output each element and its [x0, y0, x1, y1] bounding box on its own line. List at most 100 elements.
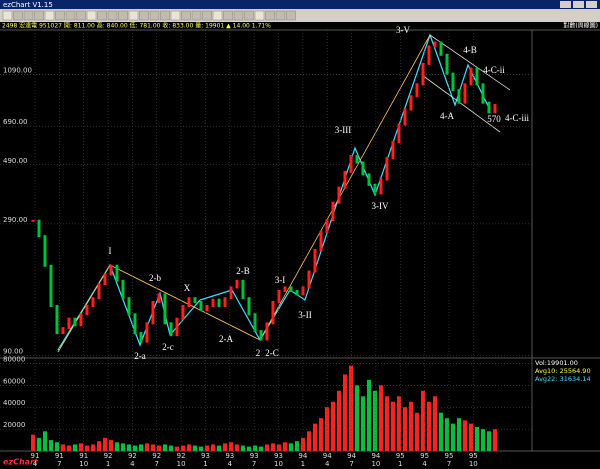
candle: [121, 279, 125, 300]
title-bar: [0, 0, 600, 9]
toolbar-button[interactable]: [86, 10, 97, 21]
y-tick-label: 290.00: [3, 216, 28, 224]
volume-bar: [307, 431, 311, 451]
wave-label: 3-I: [275, 275, 286, 285]
toolbar-button[interactable]: [2, 10, 13, 21]
toolbar-button[interactable]: [233, 10, 244, 21]
volume-bar: [379, 385, 383, 451]
x-tick-year: 94: [371, 452, 380, 460]
volume-bar: [85, 445, 89, 451]
volume-bar: [181, 445, 185, 451]
x-tick-month: 1: [398, 460, 402, 468]
toolbar-button[interactable]: [55, 10, 65, 21]
toolbar-button[interactable]: [223, 10, 233, 21]
volume-bar: [163, 444, 167, 451]
candle: [55, 304, 59, 335]
toolbar-button[interactable]: [65, 10, 76, 21]
volume-legend: Avg10: 25564.90: [535, 367, 591, 375]
toolbar-button[interactable]: [244, 10, 254, 21]
toolbar-button[interactable]: [275, 10, 286, 21]
x-tick-year: 93: [225, 452, 234, 460]
candle: [79, 313, 83, 327]
toolbar-button[interactable]: [254, 10, 265, 21]
volume-bar: [91, 444, 95, 451]
candle: [169, 322, 173, 337]
volume-bar: [37, 437, 41, 451]
toolbar-button[interactable]: [139, 10, 149, 21]
volume-bar: [349, 365, 353, 451]
candle: [295, 289, 299, 296]
toolbar-button[interactable]: [170, 10, 181, 21]
toolbar-button[interactable]: [23, 10, 34, 21]
candle: [31, 219, 35, 222]
toolbar-button[interactable]: [76, 10, 86, 21]
volume-legend: Avg22: 31634.14: [535, 375, 591, 383]
volume-bar: [469, 423, 473, 451]
minimize-button[interactable]: [560, 1, 571, 8]
toolbar-button[interactable]: [286, 10, 296, 21]
toolbar-button[interactable]: [107, 10, 118, 21]
wave-label: 4-C-iii: [505, 113, 529, 123]
toolbar-button[interactable]: [34, 10, 44, 21]
volume-bar: [457, 418, 461, 451]
toolbar-button[interactable]: [128, 10, 139, 21]
wave-label: 3-II: [298, 310, 312, 320]
x-tick-month: 4: [130, 460, 135, 468]
toolbar-button[interactable]: [191, 10, 202, 21]
candle: [133, 313, 137, 335]
x-tick-year: 91: [79, 452, 88, 460]
volume-bar: [451, 423, 455, 451]
toolbar-button[interactable]: [118, 10, 128, 21]
candle: [343, 170, 347, 189]
x-tick-year: 95: [420, 452, 429, 460]
toolbar-button[interactable]: [265, 10, 275, 21]
volume-bar: [367, 379, 371, 451]
wave-label: I: [109, 246, 112, 256]
candle: [379, 178, 383, 195]
y-tick-label: 20000: [3, 421, 25, 429]
volume-bar: [43, 431, 47, 451]
volume-bar: [49, 440, 53, 451]
volume-bar: [193, 445, 197, 451]
x-tick-year: 95: [396, 452, 405, 460]
volume-bar: [139, 444, 143, 451]
candle: [91, 297, 95, 307]
candle: [61, 327, 65, 335]
toolbar-button[interactable]: [160, 10, 170, 21]
volume-bar: [235, 444, 239, 451]
volume-bar: [151, 444, 155, 451]
candle: [307, 270, 311, 289]
candle: [181, 304, 185, 320]
volume-bar: [61, 444, 65, 451]
candle: [253, 313, 257, 333]
info-right: 對數(周線圖): [563, 22, 598, 30]
maximize-button[interactable]: [573, 1, 584, 8]
toolbar-button[interactable]: [202, 10, 212, 21]
candle: [469, 67, 473, 86]
volume-bar: [73, 444, 77, 451]
candle: [139, 332, 143, 343]
close-button[interactable]: [586, 1, 597, 8]
candle: [85, 304, 89, 316]
candle: [223, 297, 227, 307]
toolbar-button[interactable]: [149, 10, 160, 21]
volume-bar: [241, 445, 245, 451]
wave-label: 570: [487, 114, 501, 124]
volume-bar: [475, 426, 479, 451]
toolbar-button[interactable]: [44, 10, 55, 21]
volume-bar: [187, 444, 191, 451]
volume-bar: [427, 401, 431, 451]
candle: [97, 283, 101, 300]
wave-label: 4-A: [440, 111, 454, 121]
volume-bar: [169, 445, 173, 451]
candle: [151, 300, 155, 325]
toolbar-button[interactable]: [212, 10, 223, 21]
volume-bar: [271, 443, 275, 451]
toolbar-button[interactable]: [97, 10, 107, 21]
x-tick-year: 92: [177, 452, 186, 460]
toolbar-button[interactable]: [181, 10, 191, 21]
x-tick-year: 93: [201, 452, 210, 460]
toolbar-button[interactable]: [13, 10, 23, 21]
volume-bar: [439, 412, 443, 451]
x-tick-month: 4: [228, 460, 233, 468]
